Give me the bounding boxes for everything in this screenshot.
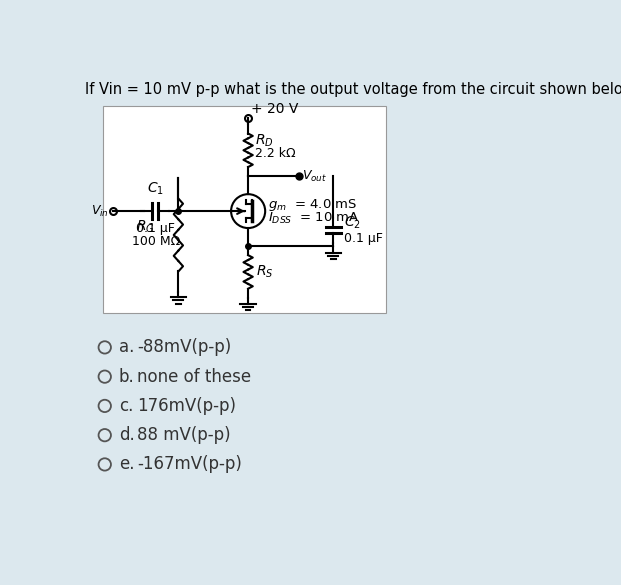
Text: e.: e. [119, 456, 134, 473]
Text: $R_G$: $R_G$ [136, 219, 155, 236]
Text: $g_m$  = 4.0 mS: $g_m$ = 4.0 mS [268, 197, 358, 213]
Text: $C_2$: $C_2$ [344, 215, 361, 231]
Text: 100 MΩ: 100 MΩ [132, 235, 180, 247]
Text: none of these: none of these [137, 367, 252, 386]
Text: a.: a. [119, 338, 134, 356]
Text: $R_D$: $R_D$ [255, 133, 274, 149]
Text: c.: c. [119, 397, 133, 415]
Text: $V_{in}$: $V_{in}$ [91, 204, 109, 219]
Text: $R_S$: $R_S$ [256, 264, 273, 280]
Text: 0.1 μF: 0.1 μF [135, 222, 175, 235]
Text: 176mV(p-p): 176mV(p-p) [137, 397, 237, 415]
Text: $I_{DSS}$  = 10 mA: $I_{DSS}$ = 10 mA [268, 211, 360, 226]
Text: -167mV(p-p): -167mV(p-p) [137, 456, 242, 473]
Text: + 20 V: + 20 V [252, 102, 299, 116]
Text: b.: b. [119, 367, 135, 386]
FancyBboxPatch shape [103, 106, 386, 313]
Text: $V_{out}$: $V_{out}$ [302, 169, 327, 184]
Text: If Vin = 10 mV p-p what is the output voltage from the circuit shown below?: If Vin = 10 mV p-p what is the output vo… [85, 82, 621, 97]
Text: 2.2 kΩ: 2.2 kΩ [255, 147, 296, 160]
Text: 88 mV(p-p): 88 mV(p-p) [137, 426, 231, 444]
Text: -88mV(p-p): -88mV(p-p) [137, 338, 232, 356]
Text: 0.1 μF: 0.1 μF [344, 232, 383, 245]
Text: d.: d. [119, 426, 135, 444]
Text: $C_1$: $C_1$ [147, 181, 163, 197]
